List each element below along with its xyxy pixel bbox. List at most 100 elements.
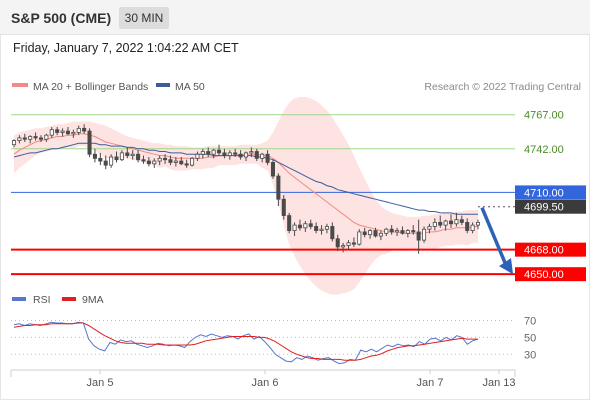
ma9-legend-label: 9MA — [82, 294, 104, 306]
candle-body — [87, 130, 92, 155]
candle-body — [136, 153, 141, 161]
candle-body — [33, 136, 38, 139]
rsi-legend-swatch — [12, 297, 26, 301]
time-tick-label: Jan 6 — [252, 377, 279, 389]
candle-body — [324, 226, 329, 230]
candle-body — [368, 230, 373, 236]
candle-body — [378, 232, 383, 237]
candle-body — [114, 156, 119, 161]
candle-body — [233, 152, 238, 155]
ma9-legend-swatch — [62, 297, 76, 301]
candle-body — [454, 219, 459, 225]
candle-body — [427, 226, 432, 230]
candle-body — [17, 137, 22, 142]
candle-body — [168, 159, 173, 163]
candle-body — [141, 159, 146, 162]
chart-header: S&P 500 (CME) 30 MIN — [0, 0, 590, 35]
candle-body — [146, 160, 151, 165]
rsi-tick-label: 70 — [524, 315, 536, 327]
candle-body — [260, 153, 265, 159]
resistance-level-label: 4742.00 — [524, 144, 564, 156]
candle-body — [152, 160, 157, 165]
candle-body — [357, 231, 362, 245]
candle-body — [82, 127, 87, 132]
candle-body — [222, 152, 227, 157]
candle-body — [103, 160, 108, 166]
candle-body — [292, 224, 297, 231]
time-tick-label: Jan 13 — [482, 377, 515, 389]
instrument-title: S&P 500 (CME) — [11, 10, 112, 26]
rsi-legend-label: RSI — [33, 294, 51, 306]
support-level-label: 4668.00 — [524, 245, 564, 257]
candle-body — [341, 245, 346, 248]
bb-legend-label: MA 20 + Bollinger Bands — [33, 81, 148, 93]
support-level-label: 4650.00 — [524, 269, 564, 281]
candle-body — [270, 162, 275, 177]
support-level-tag — [515, 267, 586, 282]
time-tick-label: Jan 7 — [417, 377, 444, 389]
candle-body — [438, 221, 443, 226]
rsi-line — [13, 321, 479, 365]
candle-body — [211, 149, 216, 155]
candle-body — [179, 160, 184, 165]
candle-body — [157, 157, 162, 162]
candle-body — [38, 137, 43, 140]
candle-body — [130, 153, 135, 157]
candle-body — [432, 221, 437, 227]
candle-body — [55, 129, 60, 133]
rsi-tick-label: 30 — [524, 349, 536, 361]
time-tick-label: Jan 5 — [87, 377, 114, 389]
pivot-level-tag — [515, 185, 586, 200]
resistance-level-label: 4767.00 — [524, 110, 564, 122]
pivot-level-label: 4710.00 — [524, 187, 564, 199]
candle-body — [76, 127, 81, 133]
candles-group — [11, 124, 481, 254]
candle-body — [92, 153, 97, 159]
projection-arrow-shaft — [480, 207, 508, 266]
candle-body — [314, 226, 319, 231]
candle-body — [60, 130, 65, 133]
copyright-credit: Research © 2022 Trading Central — [424, 81, 581, 93]
last-price-label: 4699.50 — [524, 202, 564, 214]
candle-body — [308, 223, 313, 227]
candle-body — [475, 221, 481, 226]
candle-body — [217, 149, 222, 154]
candle-body — [287, 215, 292, 231]
candle-body — [395, 230, 400, 233]
timeframe-button[interactable]: 30 MIN — [119, 7, 169, 29]
candle-body — [173, 160, 178, 163]
candle-body — [109, 156, 114, 166]
candle-body — [449, 220, 454, 225]
candle-body — [362, 231, 367, 236]
candle-body — [346, 242, 351, 246]
candle-body — [335, 238, 340, 248]
candle-body — [28, 136, 33, 140]
bb-legend-swatch — [12, 83, 28, 87]
candle-body — [297, 224, 302, 229]
candle-body — [243, 152, 249, 158]
candle-body — [163, 157, 168, 161]
last-price-tag — [515, 199, 586, 214]
candle-body — [330, 226, 335, 240]
projection-arrow-icon — [499, 258, 513, 275]
rsi-tick-label: 50 — [524, 332, 536, 344]
candle-body — [422, 228, 427, 241]
candle-body — [411, 230, 416, 233]
support-level-tag — [515, 242, 586, 257]
candle-body — [459, 219, 464, 223]
rsi-9ma-line — [13, 322, 478, 361]
candle-body — [195, 153, 200, 159]
candle-body — [98, 157, 103, 162]
candle-body — [22, 137, 27, 140]
candle-body — [389, 228, 394, 233]
candle-body — [254, 151, 259, 159]
ma50-legend-swatch — [156, 83, 170, 87]
candle-body — [119, 152, 124, 161]
candle-body — [65, 130, 70, 135]
timestamp: Friday, January 7, 2022 1:04:22 AM CET — [13, 41, 239, 55]
candle-body — [373, 230, 378, 237]
candle-body — [276, 175, 281, 200]
candle-body — [200, 151, 205, 155]
candle-body — [206, 151, 211, 155]
